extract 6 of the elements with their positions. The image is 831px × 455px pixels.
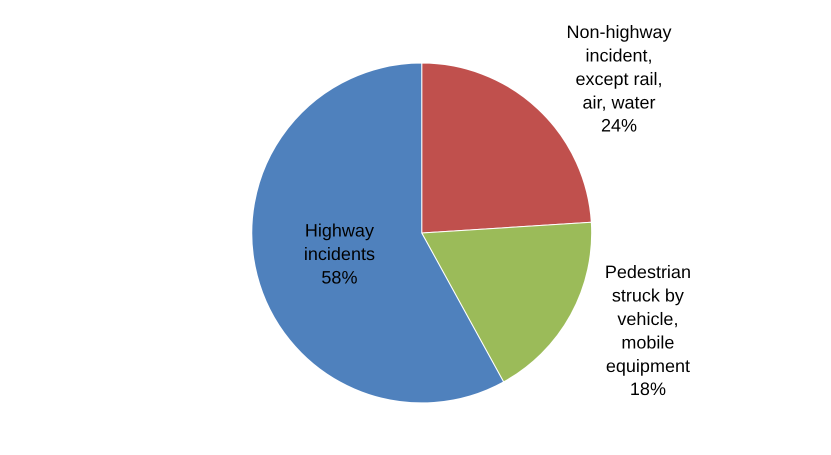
slice-label: Highway incidents [304, 220, 375, 264]
data-label: 24% [600, 116, 638, 136]
slice-label: Non-highway incident, except rail, air, water [566, 22, 672, 112]
data-label: 58% [321, 267, 358, 288]
slice-label: Pedestrian struck by vehicle, mobile equipment [604, 262, 691, 376]
data-label: 18% [630, 379, 666, 400]
